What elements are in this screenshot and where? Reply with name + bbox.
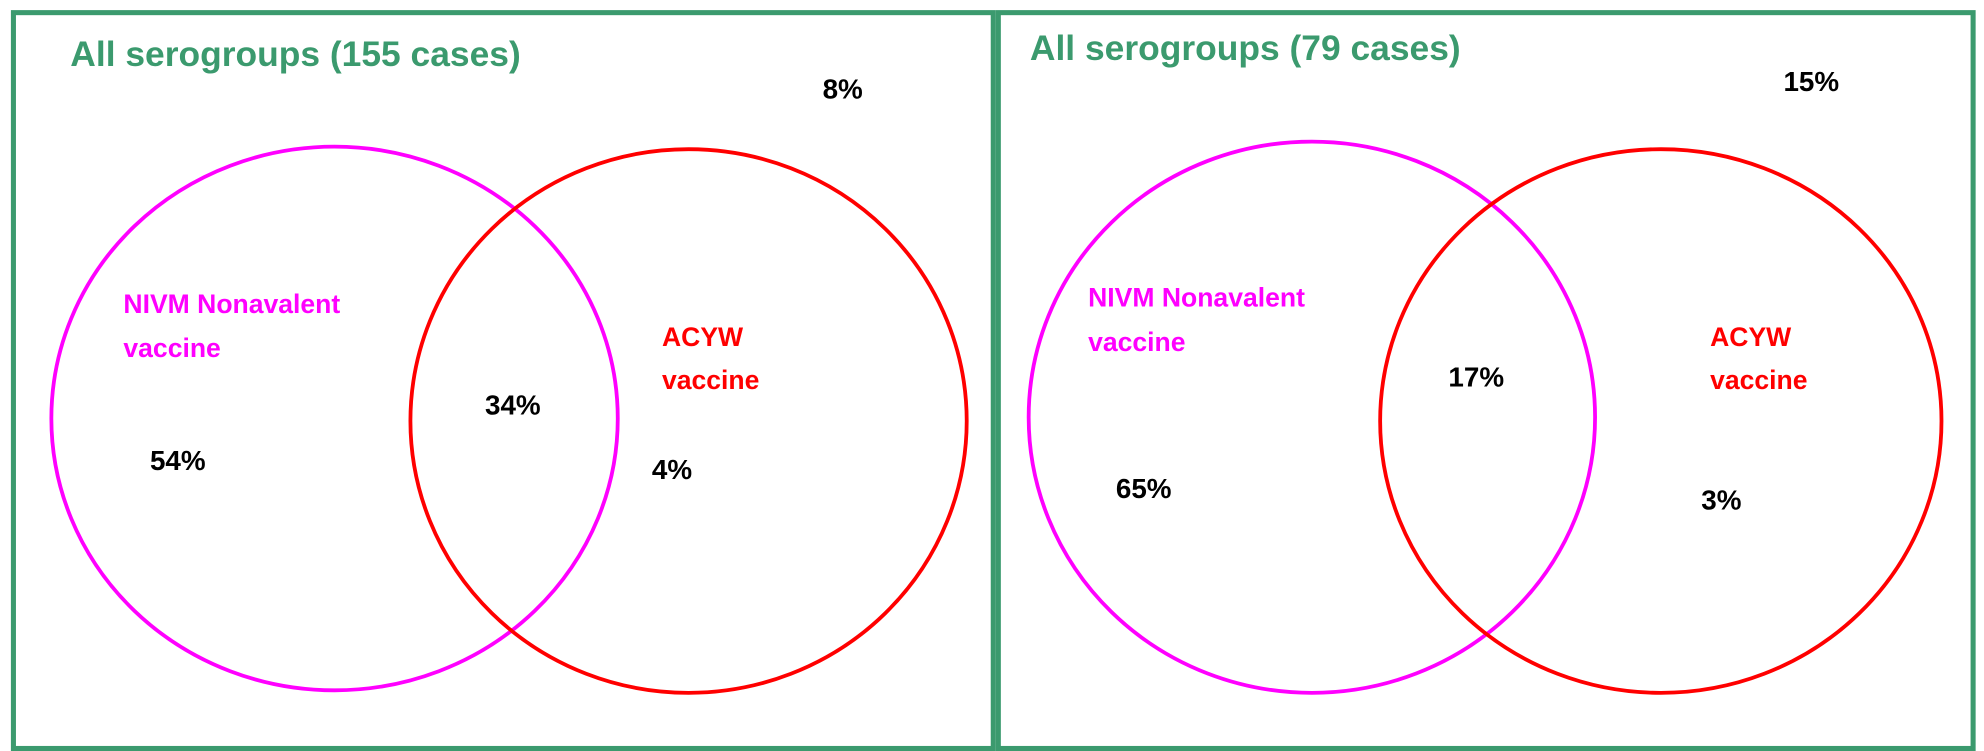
- right-value: 4%: [652, 454, 692, 485]
- left-label: vaccine: [123, 333, 220, 363]
- right-label: ACYW: [1710, 322, 1792, 352]
- right-label: ACYW: [662, 322, 744, 352]
- left-label: NIVM Nonavalent: [1088, 283, 1305, 313]
- panel-border: [995, 10, 1976, 751]
- left-value: 54%: [150, 445, 206, 476]
- panel-border: [10, 10, 996, 751]
- overlap-value: 17%: [1448, 362, 1504, 393]
- right-label: vaccine: [1710, 365, 1807, 395]
- left-label: NIVM Nonavalent: [123, 289, 340, 319]
- right-circle: [408, 147, 969, 695]
- panel-title: All serogroups (155 cases): [70, 34, 520, 74]
- right-value: 3%: [1701, 484, 1741, 515]
- overlap-value: 34%: [485, 389, 541, 420]
- right-circle: [1378, 147, 1944, 695]
- left-value: 65%: [1116, 473, 1172, 504]
- left-label: vaccine: [1088, 327, 1185, 357]
- left-circle: [49, 144, 620, 693]
- right-label: vaccine: [662, 365, 759, 395]
- panel-title: All serogroups (79 cases): [1030, 28, 1461, 68]
- outside-value: 15%: [1783, 66, 1839, 97]
- outside-value: 8%: [823, 73, 863, 104]
- left-circle: [1026, 139, 1597, 695]
